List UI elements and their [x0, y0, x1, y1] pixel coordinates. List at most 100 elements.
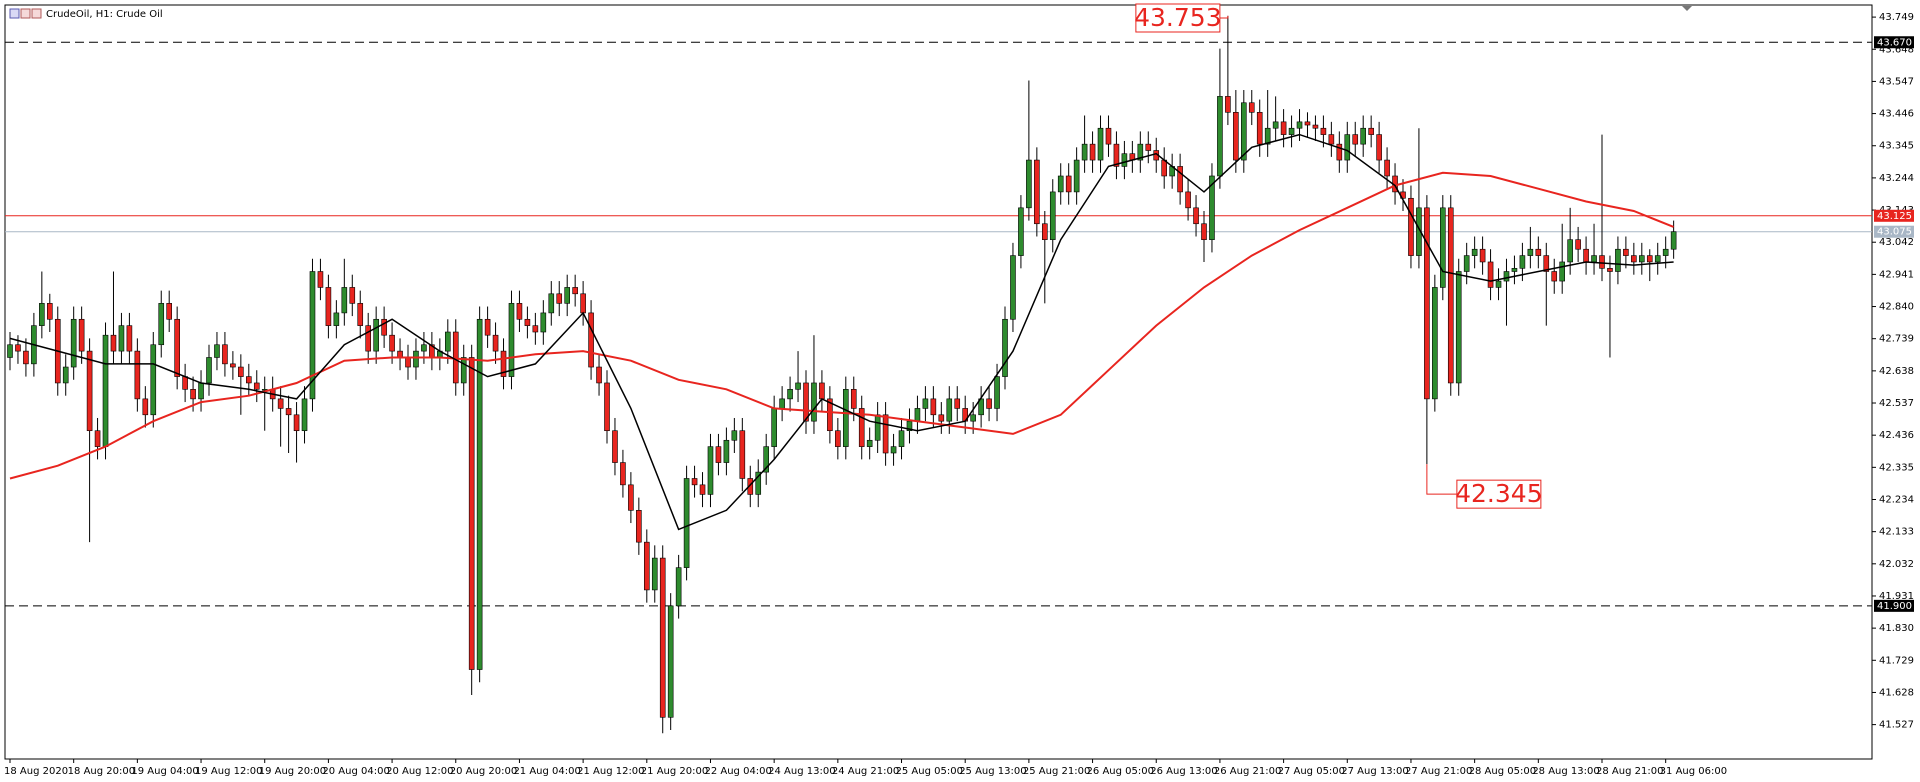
- candle-body: [850, 389, 857, 409]
- candle-body: [1073, 159, 1080, 193]
- levels: [5, 41, 1872, 607]
- candle-body: [1447, 207, 1454, 384]
- candle-body: [1559, 261, 1565, 282]
- candle-body: [779, 398, 785, 409]
- candle-body: [1161, 159, 1167, 177]
- annotation-label: 42.345: [1455, 479, 1542, 508]
- annotation-leader: [1426, 464, 1457, 495]
- x-tick-label: 28 Aug 13:00: [1532, 766, 1599, 777]
- level-tag: [1874, 209, 1914, 222]
- candle-body: [1089, 143, 1096, 161]
- candle-body: [1495, 280, 1502, 288]
- candle-body: [1018, 207, 1024, 256]
- candle-body: [882, 414, 889, 454]
- candle-body: [476, 318, 483, 670]
- y-tick-label: 42.032: [1879, 559, 1914, 570]
- y-tick-label: 43.042: [1879, 237, 1914, 248]
- chart-title: CrudeOil, H1: Crude Oil: [46, 9, 163, 20]
- x-tick-label: 21 Aug 04:00: [513, 766, 580, 777]
- candle-body: [1583, 248, 1589, 263]
- level-tag-label: 43.125: [1877, 211, 1912, 222]
- candle-body: [15, 344, 21, 352]
- candle-body: [922, 398, 929, 409]
- candle-body: [755, 471, 762, 495]
- candle-body: [763, 446, 770, 473]
- candle-body: [643, 541, 650, 591]
- candle-body: [1479, 248, 1486, 263]
- candle-body: [118, 325, 125, 352]
- candle-body: [1225, 96, 1231, 113]
- level-tag: [1874, 599, 1914, 612]
- candle-body: [1511, 268, 1518, 272]
- candle-body: [604, 382, 610, 432]
- x-tick-label: 28 Aug 21:00: [1596, 766, 1663, 777]
- candle-body: [683, 478, 690, 568]
- price-annotation: 42.345: [1426, 464, 1543, 509]
- candle-body: [110, 334, 117, 352]
- candle-body: [134, 350, 141, 400]
- candle-body: [190, 389, 196, 400]
- candle-body: [1264, 127, 1271, 145]
- candle-body: [381, 318, 387, 336]
- candle-body: [1057, 175, 1064, 193]
- candle-body: [309, 271, 316, 400]
- annotation-label: 43.753: [1134, 3, 1221, 32]
- candle-body: [1241, 102, 1247, 161]
- candle-body: [166, 303, 172, 320]
- candle-body: [285, 408, 292, 416]
- candle-body: [1097, 127, 1104, 161]
- level-tag-label: 43.670: [1877, 37, 1912, 48]
- candle-body: [556, 293, 563, 304]
- candle-body: [986, 398, 992, 409]
- y-tick-label: 42.739: [1879, 334, 1914, 345]
- candle-body: [1575, 239, 1581, 250]
- y-tick-label: 42.133: [1879, 527, 1914, 538]
- candle-body: [628, 484, 634, 511]
- candle-body: [1670, 231, 1677, 250]
- candle-body: [1336, 143, 1343, 161]
- candle-body: [222, 344, 228, 365]
- candle-body: [906, 420, 913, 432]
- candle-body: [835, 430, 841, 447]
- candle-body: [1272, 121, 1279, 129]
- candle-body: [803, 382, 809, 422]
- x-tick-label: 21 Aug 20:00: [641, 766, 708, 777]
- candle-body: [930, 398, 937, 416]
- candle-body: [86, 350, 93, 432]
- x-tick-label: 31 Aug 06:00: [1660, 766, 1727, 777]
- annotation-box: [1456, 479, 1542, 509]
- candle-body: [1527, 248, 1534, 256]
- candle-body: [277, 398, 284, 409]
- candle-body: [1010, 255, 1016, 320]
- candle-body: [564, 287, 571, 304]
- x-tick-label: 25 Aug 21:00: [1023, 766, 1090, 777]
- candle-body: [1567, 239, 1573, 263]
- candle-body: [707, 446, 714, 495]
- candle-body: [70, 318, 77, 368]
- candle-body: [174, 318, 180, 377]
- candle-body: [421, 344, 427, 352]
- candle-body: [373, 318, 379, 352]
- candle-body: [1177, 166, 1183, 193]
- candle-body: [484, 318, 491, 336]
- candle-body: [182, 376, 188, 390]
- y-tick-label: 43.446: [1879, 109, 1914, 120]
- candle-body: [1201, 223, 1207, 240]
- candle-body: [246, 376, 252, 384]
- y-tick-label: 42.840: [1879, 302, 1914, 313]
- candle-body: [651, 557, 658, 591]
- candle-body: [1360, 127, 1366, 145]
- candle-body: [675, 567, 682, 607]
- candle-body: [1432, 287, 1438, 400]
- candle-body: [1535, 248, 1542, 256]
- y-tick-label: 42.537: [1879, 398, 1914, 409]
- candle-body: [795, 382, 801, 390]
- candle-body: [842, 389, 849, 447]
- candle-body: [612, 430, 618, 463]
- candle-body: [994, 376, 1000, 409]
- candle-body: [317, 271, 324, 288]
- candle-body: [739, 430, 746, 479]
- x-tick-label: 20 Aug 12:00: [386, 766, 453, 777]
- candle-body: [1408, 197, 1414, 256]
